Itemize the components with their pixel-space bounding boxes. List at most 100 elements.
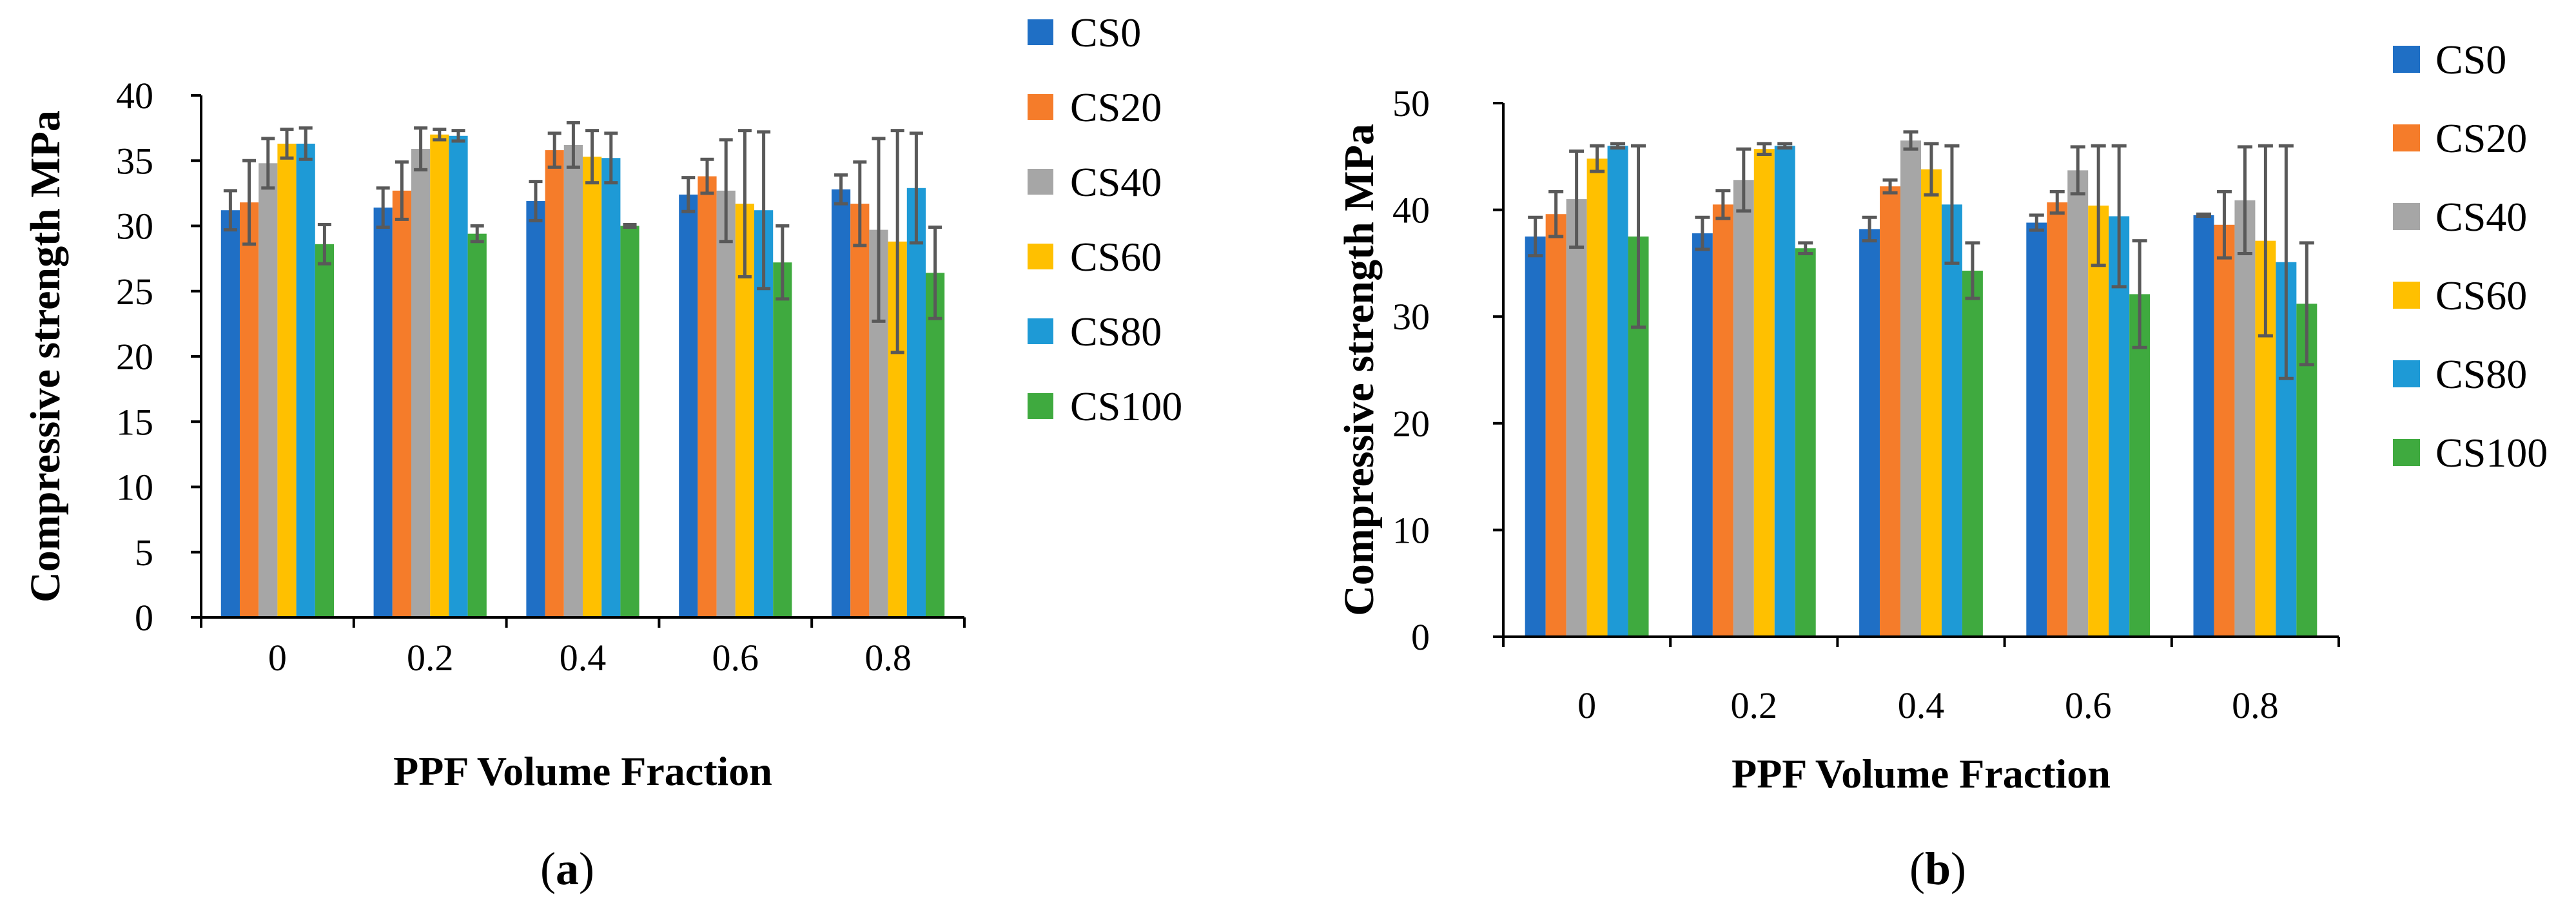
error-bar-cs20-0.4 <box>547 131 561 169</box>
y-axis-title: Compressive strength MPa <box>22 110 69 603</box>
error-bar-cs0-0.4 <box>1862 215 1877 243</box>
error-bar-cs100-0.6 <box>2132 239 2147 349</box>
bar-cs60-0.2 <box>1753 149 1775 637</box>
chart-panel-a: 0 5 10 15 20 25 30 35 40 0 0.2 0.4 0.6 0.8 Compressive… <box>22 10 1182 895</box>
legend-swatch <box>2393 203 2420 230</box>
panel-label: (a) <box>540 843 594 895</box>
bar-cs80-0.2 <box>449 135 468 617</box>
error-bar-cs40-0.6 <box>719 138 733 244</box>
error-bar-cs80-0.6 <box>2111 144 2127 289</box>
bar-cs80-0 <box>1607 146 1628 637</box>
bar-cs40-0.8 <box>2234 200 2256 637</box>
legend: CS0 CS20 CS40 CS60 CS80 CS100 <box>1028 10 1182 429</box>
legend-swatch <box>2393 124 2420 151</box>
bar-cs20-0.4 <box>1880 186 1901 637</box>
legend-item-cs20: CS20 <box>2393 115 2527 161</box>
error-bar-cs20-0.2 <box>1715 189 1731 220</box>
bar-cs100-0.4 <box>620 226 639 617</box>
y-tick-label: 35 <box>116 140 153 182</box>
panel-label-close: ) <box>1951 843 1966 895</box>
legend-item-cs60: CS60 <box>1028 234 1162 280</box>
bar-cs100-0.6 <box>2129 294 2151 637</box>
y-tick-label: 40 <box>116 75 153 117</box>
bar-cs20-0.4 <box>545 150 564 618</box>
legend-label: CS20 <box>1070 84 1162 130</box>
y-tick-label: 10 <box>116 467 153 508</box>
bar-cs0-0.8 <box>831 189 851 617</box>
error-bar-cs80-0 <box>1610 142 1626 150</box>
legend-swatch <box>1028 244 1053 269</box>
x-tick-label: 0.2 <box>407 637 454 679</box>
error-bar-cs60-0.6 <box>2091 144 2106 267</box>
bar-cs20-0.6 <box>698 176 717 617</box>
legend-label: CS20 <box>2435 115 2527 161</box>
error-bar-cs0-0.6 <box>681 176 696 213</box>
bar-cs100-0 <box>315 244 335 618</box>
y-tick-label: 0 <box>135 597 153 639</box>
x-tick-label: 0 <box>1577 684 1596 726</box>
error-bar-cs0-0.2 <box>376 186 390 229</box>
bar-cs60-0.6 <box>2088 205 2109 637</box>
error-bar-cs20-0.6 <box>700 157 714 195</box>
bar-cs0-0.2 <box>1692 233 1713 637</box>
x-tick-label: 0.4 <box>1898 684 1945 726</box>
bar-cs20-0 <box>1545 214 1566 637</box>
x-tick-label: 0 <box>268 637 287 679</box>
error-bar-cs40-0.2 <box>1736 147 1751 213</box>
bar-cs0-0.2 <box>373 208 393 617</box>
error-bar-cs100-0.4 <box>623 222 637 229</box>
legend-label: CS40 <box>1070 159 1162 205</box>
error-bar-cs60-0.2 <box>433 128 447 142</box>
legend-swatch <box>1028 393 1053 419</box>
bar-cs40-0.2 <box>1733 180 1754 637</box>
error-bar-cs60-0 <box>280 128 294 160</box>
y-tick-label: 30 <box>1392 296 1430 338</box>
bar-cs20-0 <box>239 202 259 617</box>
error-bar-cs80-0.8 <box>909 131 923 245</box>
bar-cs40-0.2 <box>411 149 431 617</box>
error-bar-cs100-0.8 <box>928 226 942 320</box>
panel-label-letter: b <box>1925 843 1951 895</box>
error-bar-cs60-0.4 <box>585 129 600 185</box>
legend-item-cs60: CS60 <box>2393 273 2527 318</box>
legend-label: CS60 <box>1070 234 1162 280</box>
legend-swatch <box>1028 318 1053 344</box>
error-bar-cs100-0 <box>317 222 331 266</box>
bar-cs0-0.6 <box>679 194 698 617</box>
legend-label: CS80 <box>2435 351 2527 397</box>
error-bar-cs40-0.6 <box>2070 145 2085 196</box>
legend-item-cs100: CS100 <box>1028 383 1182 429</box>
error-bar-cs80-0.4 <box>604 131 618 185</box>
x-axis-title: PPF Volume Fraction <box>1732 751 2111 797</box>
legend-label: CS0 <box>2435 37 2506 82</box>
legend-swatch <box>2393 46 2420 73</box>
bar-cs0-0.6 <box>2026 222 2047 637</box>
legend-swatch <box>2393 439 2420 466</box>
bar-cs20-0.2 <box>1712 204 1733 637</box>
legend-item-cs40: CS40 <box>2393 194 2527 240</box>
legend-label: CS80 <box>1070 309 1162 354</box>
bar-cs100-0.8 <box>926 273 945 617</box>
legend-item-cs0: CS0 <box>1028 10 1141 55</box>
error-bar-cs60-0.8 <box>2258 144 2273 338</box>
error-bar-cs0-0.4 <box>529 180 543 222</box>
bar-cs60-0.4 <box>583 157 602 618</box>
bar-cs100-0.2 <box>1795 248 1816 637</box>
bar-cs80-0.4 <box>1941 204 1962 637</box>
legend-label: CS0 <box>1070 10 1141 55</box>
error-bar-cs0-0 <box>223 189 237 232</box>
error-bar-cs0-0.8 <box>834 173 848 206</box>
error-bar-cs40-0.8 <box>2237 145 2252 255</box>
y-tick-label: 20 <box>116 336 153 378</box>
bar-cs40-0.4 <box>1900 140 1921 637</box>
x-axis-title: PPF Volume Fraction <box>393 748 772 794</box>
error-bar-cs100-0.2 <box>470 224 484 244</box>
x-tick-label: 0.2 <box>1731 684 1778 726</box>
legend-item-cs80: CS80 <box>1028 309 1162 354</box>
error-bar-cs0-0 <box>1528 215 1543 258</box>
bar-cs40-0 <box>259 163 278 618</box>
x-tick-label: 0.6 <box>2065 684 2112 726</box>
bar-cs100-0.6 <box>773 262 792 617</box>
panel-label: (b) <box>1909 843 1966 895</box>
